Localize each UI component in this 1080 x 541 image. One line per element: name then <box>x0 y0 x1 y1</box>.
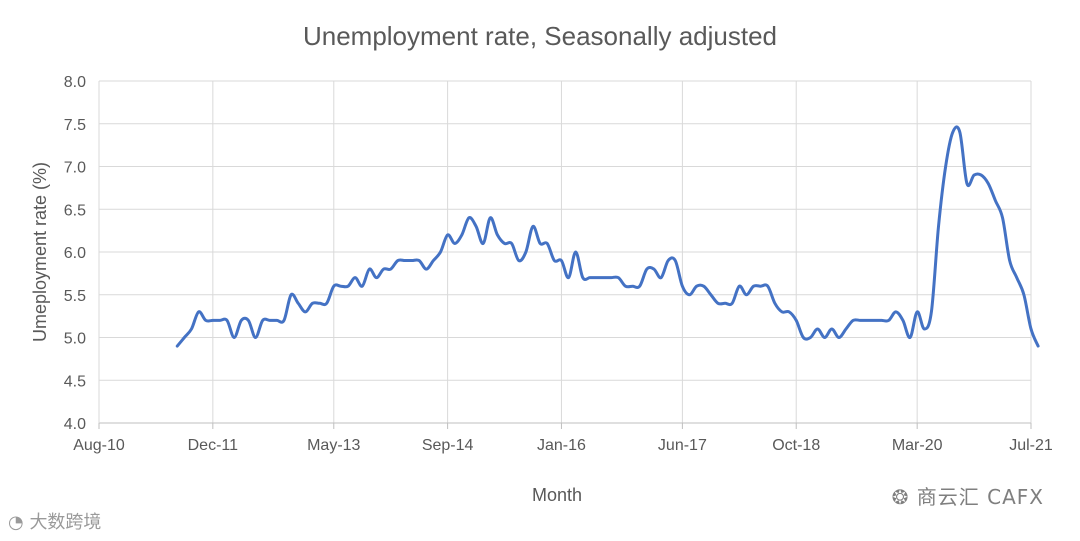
watermark-right-text: 商云汇 CAFX <box>916 485 1044 509</box>
watermark-right: ❂ 商云汇 CAFX <box>892 481 1044 510</box>
x-tick-label: Oct-18 <box>772 437 820 454</box>
x-tick-label: Sep-14 <box>422 437 474 454</box>
x-tick-label: Jan-16 <box>537 437 586 454</box>
y-tick-label: 5.5 <box>64 288 86 305</box>
x-tick-labels: Aug-10 Dec-11 May-13 Sep-14 Jan-16 Jun-17 Oct-… <box>73 437 1053 454</box>
x-tick-label: May-13 <box>307 437 360 454</box>
series-line <box>175 125 1040 348</box>
x-tick-label: Jun-17 <box>658 437 707 454</box>
y-tick-label: 7.5 <box>64 117 86 134</box>
y-tick-labels: 4.0 4.5 5.0 5.5 6.0 6.5 7.0 7.5 8.0 <box>64 74 86 433</box>
gridlines <box>99 80 1032 423</box>
x-tick-label: Aug-10 <box>73 437 125 454</box>
wechat-icon: ❂ <box>891 485 917 509</box>
y-tick-label: 8.0 <box>64 74 86 91</box>
brand-icon: ◔ <box>8 512 30 533</box>
x-tick-label: Dec-11 <box>188 437 238 454</box>
axes <box>98 81 1032 429</box>
y-tick-label: 5.0 <box>64 331 86 348</box>
x-axis-title: Month <box>532 485 582 505</box>
watermark-left: ◔ 大数跨境 <box>8 508 101 534</box>
y-tick-label: 4.5 <box>64 373 86 390</box>
y-tick-label: 6.5 <box>64 202 86 219</box>
watermark-left-text: 大数跨境 <box>29 512 102 533</box>
x-tick-label: Jul-21 <box>1009 437 1053 454</box>
x-tick-label: Mar-20 <box>892 437 943 454</box>
series-group <box>175 125 1040 348</box>
y-tick-label: 4.0 <box>64 416 86 433</box>
y-tick-label: 6.0 <box>64 245 86 262</box>
y-tick-label: 7.0 <box>64 160 86 177</box>
y-axis-title: Umeployment rate (%) <box>30 162 50 342</box>
chart-title: Unemployment rate, Seasonally adjusted <box>303 21 777 51</box>
